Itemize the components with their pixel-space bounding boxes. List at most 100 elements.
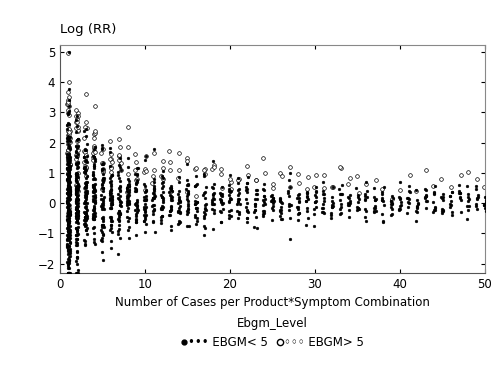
EBGM< 5 [114,208,122,214]
EBGM< 5 [66,246,74,252]
EBGM< 5 [66,211,74,218]
EBGM< 5 [448,209,456,215]
EBGM> 5 [64,89,72,95]
EBGM< 5 [99,177,107,183]
EBGM< 5 [66,239,74,245]
EBGM< 5 [252,214,260,220]
EBGM< 5 [217,192,225,198]
EBGM< 5 [64,249,72,255]
EBGM< 5 [141,214,149,220]
EBGM< 5 [345,214,353,220]
EBGM< 5 [150,196,158,202]
EBGM< 5 [74,187,82,193]
EBGM< 5 [200,213,207,219]
EBGM> 5 [66,78,74,85]
EBGM> 5 [269,180,277,186]
EBGM< 5 [73,208,81,214]
EBGM< 5 [115,175,123,181]
EBGM< 5 [65,270,73,276]
EBGM> 5 [132,168,140,174]
EBGM< 5 [99,231,107,237]
EBGM< 5 [80,209,88,215]
EBGM< 5 [327,210,335,216]
EBGM< 5 [100,179,108,185]
EBGM< 5 [260,208,268,214]
EBGM< 5 [80,154,88,160]
EBGM< 5 [65,152,73,158]
EBGM< 5 [64,261,72,267]
EBGM< 5 [65,218,73,224]
EBGM> 5 [447,184,455,190]
EBGM< 5 [90,230,98,236]
EBGM< 5 [295,198,303,204]
EBGM< 5 [141,197,149,203]
EBGM< 5 [90,216,98,222]
EBGM< 5 [346,192,354,198]
EBGM< 5 [72,236,80,242]
EBGM< 5 [338,210,345,216]
EBGM< 5 [72,185,80,191]
EBGM< 5 [66,169,74,175]
EBGM< 5 [414,200,422,206]
EBGM< 5 [157,220,165,226]
EBGM< 5 [388,198,396,204]
EBGM< 5 [406,200,413,207]
EBGM< 5 [125,193,133,199]
EBGM< 5 [99,185,107,191]
EBGM< 5 [200,222,208,229]
EBGM> 5 [252,177,260,183]
EBGM> 5 [64,135,72,141]
EBGM< 5 [200,215,208,221]
EBGM< 5 [234,215,242,221]
EBGM< 5 [312,184,320,190]
EBGM< 5 [294,206,302,212]
EBGM< 5 [218,193,226,199]
EBGM< 5 [82,180,90,186]
EBGM< 5 [141,200,149,207]
EBGM< 5 [66,157,74,163]
EBGM< 5 [319,209,327,215]
EBGM< 5 [64,190,72,196]
EBGM> 5 [64,144,72,150]
EBGM< 5 [65,186,73,192]
EBGM< 5 [345,202,353,208]
EBGM< 5 [66,229,74,235]
EBGM< 5 [286,202,294,208]
EBGM< 5 [176,194,184,200]
EBGM< 5 [133,177,141,183]
EBGM< 5 [80,221,88,227]
EBGM< 5 [64,196,72,202]
EBGM< 5 [295,210,303,216]
EBGM> 5 [64,147,72,153]
EBGM< 5 [100,224,108,230]
EBGM< 5 [82,207,90,213]
EBGM< 5 [124,182,132,188]
EBGM< 5 [176,196,184,202]
EBGM< 5 [260,213,268,219]
EBGM> 5 [64,130,72,136]
EBGM< 5 [72,225,80,231]
EBGM> 5 [82,149,90,155]
EBGM> 5 [320,185,328,191]
EBGM< 5 [126,181,134,187]
EBGM< 5 [114,185,122,191]
EBGM< 5 [202,184,209,190]
EBGM< 5 [66,188,74,194]
EBGM< 5 [106,225,114,231]
EBGM> 5 [276,169,284,175]
EBGM< 5 [455,182,463,188]
EBGM< 5 [124,194,132,200]
EBGM> 5 [174,168,182,174]
EBGM< 5 [278,216,286,222]
EBGM< 5 [81,168,89,174]
EBGM> 5 [64,205,72,211]
EBGM< 5 [132,219,140,225]
EBGM< 5 [150,193,158,199]
EBGM< 5 [284,177,292,183]
EBGM< 5 [354,196,362,202]
EBGM< 5 [159,199,167,205]
EBGM< 5 [116,211,124,217]
EBGM< 5 [176,210,184,216]
EBGM< 5 [74,261,82,267]
EBGM< 5 [72,190,80,196]
